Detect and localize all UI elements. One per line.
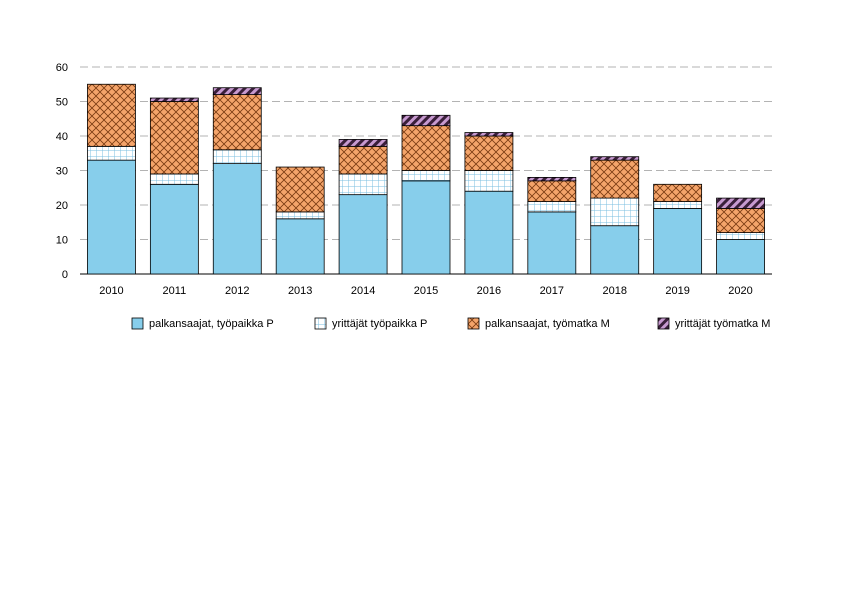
legend-swatch — [314, 317, 327, 330]
legend-swatch — [131, 317, 144, 330]
bar-segment-2016-s1 — [464, 190, 514, 275]
y-tick-label: 10 — [56, 235, 68, 247]
x-axis: 2010 2011 2012 2013 2014 2015 2016 2017 2018 2019… — [99, 285, 753, 297]
bar-segment-2017-s2 — [527, 201, 577, 213]
bar-segment-2010-s1 — [87, 159, 136, 275]
legend: palkansaajat, työpaikka P yrittäjät työpa… — [131, 317, 770, 330]
bar-segment-2016-s2 — [464, 170, 514, 192]
legend-label: yrittäjät työpaikka P — [332, 318, 427, 330]
x-tick-label: 2013 — [288, 285, 312, 297]
x-tick-label: 2010 — [99, 285, 123, 297]
x-tick-label: 2020 — [728, 285, 752, 297]
x-tick-label: 2012 — [225, 285, 249, 297]
bar-segment-2011-s1 — [149, 183, 199, 275]
bar-segment-2020-s2 — [716, 232, 765, 240]
y-tick-label: 0 — [62, 269, 68, 281]
bar-segment-2011-s2 — [149, 173, 199, 185]
bar-segment-2020-s4 — [716, 197, 765, 209]
bar-segment-2012-s2 — [212, 149, 262, 165]
bar-segment-2010-s2 — [87, 145, 136, 161]
bar-segment-2010-s3 — [87, 83, 136, 147]
bar-segment-2011-s4 — [149, 97, 199, 102]
x-tick-label: 2014 — [351, 285, 375, 297]
bar-segment-2015-s3 — [401, 125, 451, 171]
x-tick-label: 2017 — [540, 285, 564, 297]
legend-swatch — [657, 317, 670, 330]
x-tick-label: 2011 — [163, 285, 187, 297]
legend-label: palkansaajat, työmatka M — [485, 318, 610, 330]
bar-segment-2013-s1 — [275, 218, 325, 275]
bar-segment-2018-s3 — [590, 159, 640, 199]
bar-segment-2014-s2 — [338, 173, 388, 196]
bar-segment-2012-s1 — [212, 163, 262, 275]
legend-swatch — [467, 317, 480, 330]
y-tick-label: 40 — [56, 131, 68, 143]
x-tick-label: 2019 — [665, 285, 689, 297]
bar-segment-2015-s4 — [401, 114, 451, 127]
legend-label: palkansaajat, työpaikka P — [149, 318, 274, 330]
bar-segment-2015-s2 — [401, 170, 451, 182]
bar-segment-2011-s3 — [149, 101, 199, 175]
x-tick-label: 2018 — [602, 285, 626, 297]
bar-segment-2019-s1 — [653, 208, 703, 275]
y-tick-label: 30 — [56, 166, 68, 178]
bars — [87, 83, 765, 275]
bar-segment-2017-s3 — [527, 180, 577, 202]
bar-segment-2019-s2 — [653, 201, 703, 209]
bar-segment-2017-s1 — [527, 211, 577, 275]
bar-segment-2016-s4 — [464, 132, 514, 137]
bar-segment-2014-s4 — [338, 139, 388, 147]
bar-segment-2018-s2 — [590, 197, 640, 227]
bar-segment-2015-s1 — [401, 180, 451, 275]
x-tick-label: 2016 — [477, 285, 501, 297]
bar-segment-2020-s3 — [716, 208, 765, 233]
bar-segment-2013-s2 — [275, 211, 325, 220]
bar-segment-2018-s4 — [590, 156, 640, 161]
bar-segment-2018-s1 — [590, 225, 640, 275]
bar-segment-2013-s3 — [275, 166, 325, 213]
bar-segment-2012-s3 — [212, 94, 262, 151]
x-tick-label: 2015 — [414, 285, 438, 297]
bar-segment-2016-s3 — [464, 135, 514, 171]
bar-segment-2014-s3 — [338, 145, 388, 175]
bar-segment-2019-s3 — [653, 183, 703, 202]
bar-segment-2014-s1 — [338, 194, 388, 275]
y-tick-label: 50 — [56, 97, 68, 109]
bar-segment-2020-s1 — [716, 239, 765, 275]
bar-segment-2012-s4 — [212, 87, 262, 95]
y-tick-label: 20 — [56, 200, 68, 212]
bar-segment-2017-s4 — [527, 176, 577, 182]
legend-label: yrittäjät työmatka M — [675, 318, 770, 330]
y-axis: 0 10 20 30 40 50 60 — [56, 62, 68, 281]
y-tick-label: 60 — [56, 62, 68, 74]
